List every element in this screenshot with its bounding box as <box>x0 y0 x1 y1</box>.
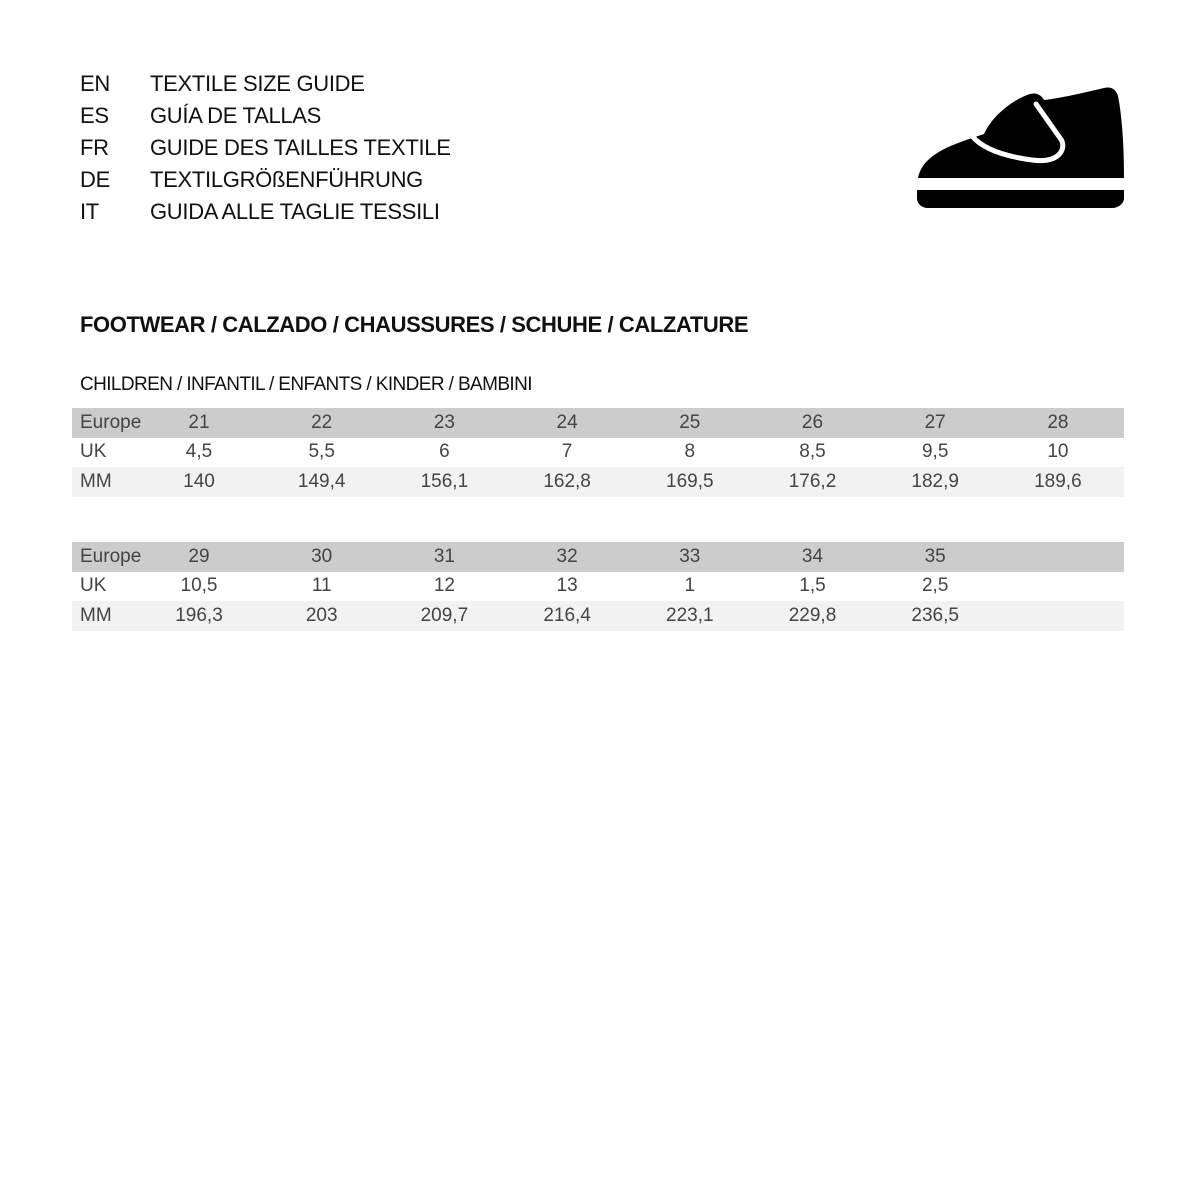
table-cell: 182,9 <box>911 470 959 492</box>
table-cell: 189,6 <box>1034 470 1082 492</box>
row-label: UK <box>80 441 107 463</box>
row-label: Europe <box>80 411 142 433</box>
language-list: EN TEXTILE SIZE GUIDE ES GUÍA DE TALLAS FR GU… <box>80 68 451 228</box>
children-shoe-icon <box>917 87 1124 208</box>
table-cell: 140 <box>183 470 215 492</box>
table-cell: 10 <box>1047 441 1069 463</box>
table-cell: 29 <box>188 545 210 567</box>
row-label: Europe <box>80 545 142 567</box>
language-label: TEXTILE SIZE GUIDE <box>150 71 365 96</box>
table-cell: 33 <box>679 545 701 567</box>
language-row: ES GUÍA DE TALLAS <box>80 100 451 132</box>
language-label: GUÍA DE TALLAS <box>150 103 322 128</box>
size-table-1: Europe 21 22 23 24 25 26 27 28 UK 4,5 5,5 6 7 8 8,5 9,5 1… <box>72 408 1124 497</box>
table-cell: 28 <box>1047 411 1069 433</box>
row-label: MM <box>80 604 112 626</box>
table-cell: 25 <box>679 411 701 433</box>
table-cell: 216,4 <box>543 604 591 626</box>
table-cell: 162,8 <box>543 470 591 492</box>
language-row: FR GUIDE DES TAILLES TEXTILE <box>80 132 451 164</box>
table-cell: 1,5 <box>799 575 826 597</box>
table-cell: 34 <box>801 545 824 567</box>
language-code: ES <box>80 103 109 128</box>
section-title: FOOTWEAR / CALZADO / CHAUSSURES / SCHUHE… <box>80 312 749 337</box>
table-row-uk: UK 4,5 5,5 6 7 8 8,5 9,5 10 <box>72 437 1124 467</box>
table-cell: 176,2 <box>788 470 837 492</box>
table-cell: 2,5 <box>921 575 949 597</box>
table-cell: 21 <box>188 411 210 433</box>
table-cell: 35 <box>924 545 946 567</box>
language-row: IT GUIDA ALLE TAGLIE TESSILI <box>80 196 451 228</box>
table-cell: 12 <box>433 575 455 597</box>
table-cell: 30 <box>311 545 333 567</box>
table-cell: 8,5 <box>799 441 826 463</box>
table-cell: 23 <box>433 411 455 433</box>
table-cell: 10,5 <box>180 575 218 597</box>
table-cell: 1 <box>684 575 696 597</box>
table-row-europe: Europe 21 22 23 24 25 26 27 28 <box>72 408 1124 438</box>
table-cell: 8 <box>684 441 696 463</box>
language-label: GUIDA ALLE TAGLIE TESSILI <box>150 199 440 224</box>
language-row: DE TEXTILGRÖßENFÜHRUNG <box>80 164 451 196</box>
table-cell: 196,3 <box>175 604 223 626</box>
language-code: DE <box>80 167 110 192</box>
table-cell: 223,1 <box>666 604 714 626</box>
language-code: IT <box>80 199 99 224</box>
language-row: EN TEXTILE SIZE GUIDE <box>80 68 451 100</box>
table-cell: 236,5 <box>911 604 959 626</box>
table-cell: 31 <box>433 545 455 567</box>
table-row-europe: Europe 29 30 31 32 33 34 35 <box>72 542 1124 572</box>
row-label: MM <box>80 470 112 492</box>
table-cell: 149,4 <box>297 470 346 492</box>
table-cell: 203 <box>305 604 338 626</box>
table-cell: 229,8 <box>788 604 837 626</box>
row-label: UK <box>80 575 107 597</box>
table-cell: 9,5 <box>921 441 949 463</box>
table-row-uk: UK 10,5 11 12 13 1 1,5 2,5 <box>72 571 1124 601</box>
table-cell: 7 <box>561 441 573 463</box>
language-label: GUIDE DES TAILLES TEXTILE <box>150 135 451 160</box>
table-cell: 24 <box>556 411 578 433</box>
section-subtitle: CHILDREN / INFANTIL / ENFANTS / KINDER /… <box>80 374 533 395</box>
language-label: TEXTILGRÖßENFÜHRUNG <box>150 167 423 192</box>
table-cell: 209,7 <box>420 604 469 626</box>
table-row-mm: MM 196,3 203 209,7 216,4 223,1 229,8 236,5 <box>72 601 1124 631</box>
language-code: EN <box>80 71 110 96</box>
size-table-2: Europe 29 30 31 32 33 34 35 UK 10,5 11 12 13 1 1,5 2,5 M… <box>72 542 1124 631</box>
table-cell: 6 <box>439 441 450 463</box>
table-cell: 156,1 <box>420 470 469 492</box>
table-cell: 32 <box>556 545 578 567</box>
language-code: FR <box>80 135 109 160</box>
table-cell: 22 <box>311 411 333 433</box>
table-cell: 27 <box>924 411 946 433</box>
table-cell: 13 <box>556 575 578 597</box>
table-cell: 169,5 <box>666 470 714 492</box>
table-row-mm: MM 140 149,4 156,1 162,8 169,5 176,2 182,9 189,6 <box>72 467 1124 497</box>
table-cell: 26 <box>801 411 824 433</box>
table-cell: 11 <box>311 575 332 597</box>
table-cell: 4,5 <box>185 441 213 463</box>
table-cell: 5,5 <box>308 441 335 463</box>
